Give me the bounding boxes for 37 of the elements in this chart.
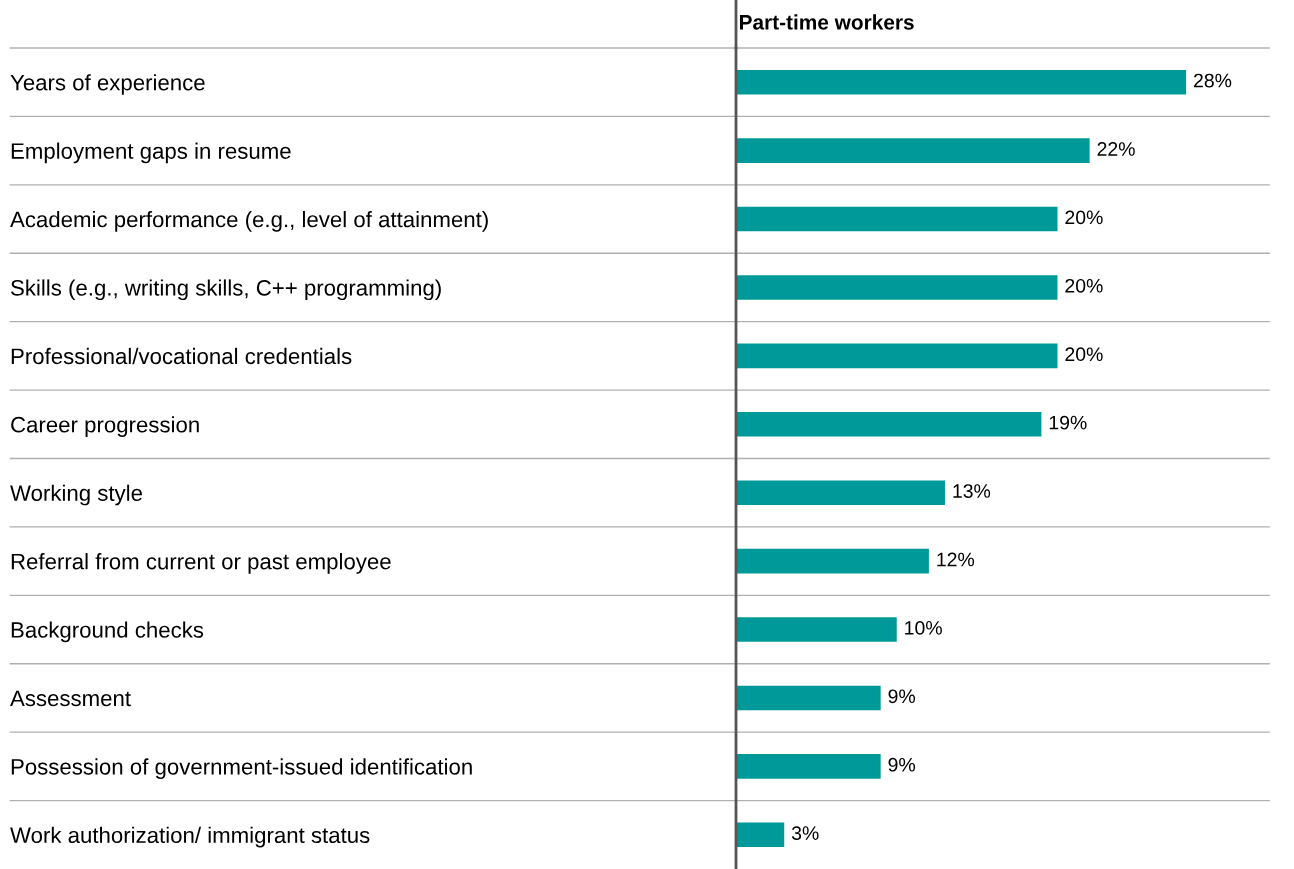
y-tick-label: Career progression — [11, 416, 199, 437]
data-label: 20% — [1065, 210, 1103, 225]
bar — [736, 685, 881, 711]
data-label: 10% — [905, 620, 942, 635]
y-tick-label: Years of experience — [10, 74, 205, 95]
y-tick-label: Referral from current or past employee — [11, 553, 391, 574]
y-tick-label: Working style — [10, 484, 142, 506]
bar — [736, 411, 1042, 437]
bar — [736, 480, 945, 506]
bar — [736, 206, 1058, 232]
data-label: 9% — [888, 757, 916, 772]
y-tick-label: Employment gaps in resume — [11, 142, 291, 164]
bar — [736, 754, 881, 779]
bar — [736, 138, 1090, 163]
bar — [736, 822, 785, 848]
y-tick-label: Work authorization/ immigrant status — [10, 826, 370, 848]
data-label: 3% — [791, 826, 819, 841]
data-label: 12% — [937, 552, 975, 567]
bar — [736, 617, 897, 642]
data-label: 9% — [888, 689, 916, 704]
y-tick-label: Background checks — [11, 621, 204, 643]
data-label: 28% — [1194, 73, 1232, 88]
data-label: 22% — [1097, 142, 1135, 156]
bar — [736, 548, 929, 574]
bar — [736, 275, 1058, 300]
data-label: 20% — [1065, 278, 1103, 293]
bar — [736, 69, 1187, 95]
y-tick-label: Assessment — [10, 690, 131, 707]
data-label: 13% — [953, 484, 991, 498]
chart-title: Part-time workers — [739, 14, 914, 30]
data-label: 19% — [1049, 415, 1087, 430]
bar — [736, 343, 1058, 369]
y-tick-label: Skills (e.g., writing skills, C++ programming) — [11, 279, 441, 301]
y-tick-label: Academic performance (e.g., level of attainment) — [10, 210, 488, 232]
data-label: 20% — [1065, 347, 1103, 362]
y-tick-label: Professional/vocational credentials — [11, 347, 352, 365]
y-tick-label: Possession of government-issued identification — [11, 758, 472, 780]
